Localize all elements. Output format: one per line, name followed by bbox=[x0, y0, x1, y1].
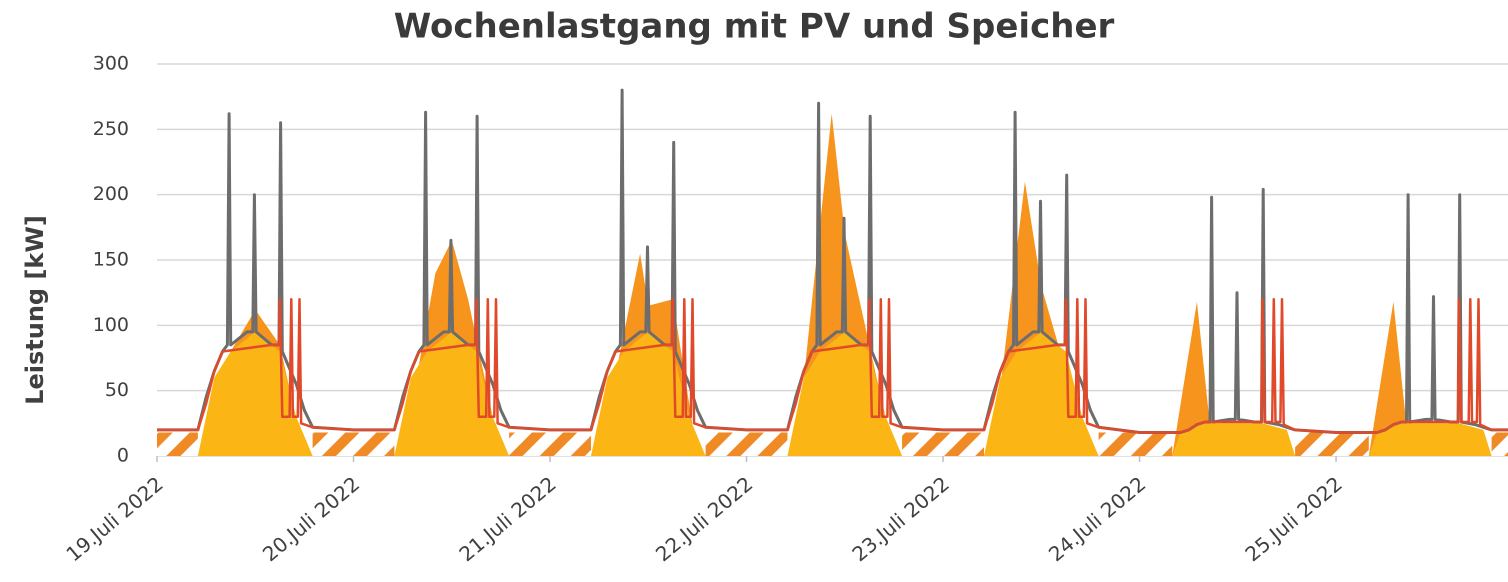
y-tick-label: 50 bbox=[105, 379, 129, 401]
x-tick-label: 19.Juli 2022 bbox=[61, 472, 167, 567]
x-tick-label: 21.Juli 2022 bbox=[454, 472, 560, 567]
y-tick-label: 0 bbox=[117, 445, 129, 467]
y-tick-label: 200 bbox=[93, 183, 129, 205]
line bbox=[157, 297, 1508, 434]
x-tick-label: 23.Juli 2022 bbox=[847, 472, 953, 567]
hatched-area bbox=[157, 432, 1508, 456]
plot-area bbox=[157, 88, 1508, 456]
y-tick-label: 150 bbox=[93, 249, 129, 271]
y-tick-label: 100 bbox=[93, 314, 129, 336]
y-tick-label: 300 bbox=[93, 53, 129, 75]
x-tick-label: 25.Juli 2022 bbox=[1240, 472, 1346, 567]
y-tick-label: 250 bbox=[93, 118, 129, 140]
x-tick-label: 20.Juli 2022 bbox=[258, 472, 364, 567]
chart-title: Wochenlastgang mit PV und Speicher bbox=[394, 7, 1115, 47]
y-axis-label: Leistung [kW] bbox=[21, 215, 49, 405]
x-tick-label: 24.Juli 2022 bbox=[1044, 472, 1150, 567]
x-tick-label: 22.Juli 2022 bbox=[651, 472, 757, 567]
area bbox=[197, 331, 1492, 456]
